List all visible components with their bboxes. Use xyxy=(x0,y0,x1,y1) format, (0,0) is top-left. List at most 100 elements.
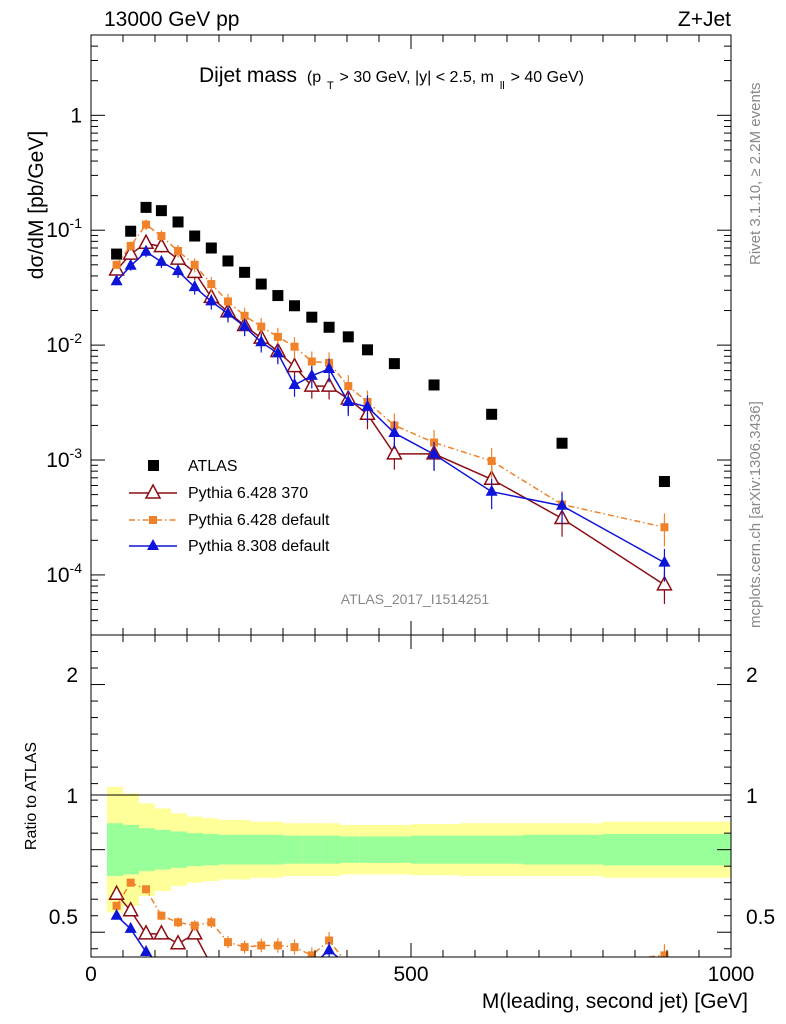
series-point-0 xyxy=(323,321,335,333)
ratio-line-1 xyxy=(116,893,208,957)
legend-entry-pythia6-default: Pythia 6.428 default xyxy=(129,512,330,529)
series-point-0 xyxy=(361,344,373,356)
series-line-2 xyxy=(115,223,665,528)
energy-label: 13000 GeV pp xyxy=(104,8,239,31)
ratio-band-inner xyxy=(107,823,123,877)
series-point-0 xyxy=(306,311,318,323)
series-point-3 xyxy=(388,425,401,437)
legend-marker-pythia6-default xyxy=(149,516,157,524)
series-point-3 xyxy=(428,447,441,459)
series-point-2 xyxy=(126,241,135,250)
series-point-2 xyxy=(207,280,216,289)
ratio-y-axis-label: Ratio to ATLAS xyxy=(23,742,40,850)
ratio-band-inner xyxy=(155,829,171,870)
series-point-0 xyxy=(140,201,152,213)
ratio-point-2 xyxy=(126,878,135,887)
ratio-y-tick-1-right: 1 xyxy=(746,785,758,808)
legend-label-pythia6-370: Pythia 6.428 370 xyxy=(188,485,308,502)
ratio-point-2 xyxy=(273,941,282,950)
chart-title: Dijet mass (p T > 30 GeV, |y| < 2.5, m l… xyxy=(199,64,584,94)
series-point-3 xyxy=(271,346,284,358)
legend-entry-atlas: ATLAS xyxy=(148,458,238,475)
series-point-0 xyxy=(388,358,400,370)
series-point-0 xyxy=(111,248,123,260)
series-point-3 xyxy=(361,399,374,411)
series-point-0 xyxy=(255,278,267,290)
ratio-band-inner xyxy=(411,835,459,864)
ratio-series-3 xyxy=(110,908,339,957)
ratio-uncertainty-band xyxy=(107,786,731,913)
ratio-point-3 xyxy=(140,945,153,957)
series-point-3 xyxy=(221,306,234,318)
series-point-2 xyxy=(344,382,353,391)
ratio-band-inner xyxy=(340,836,360,863)
ratio-y-tick-1: 1 xyxy=(66,785,78,808)
series-point-3 xyxy=(238,319,251,331)
ratio-y-tick-0.5-right: 0.5 xyxy=(746,906,775,929)
series-point-2 xyxy=(157,232,166,241)
ratio-point-3 xyxy=(110,908,123,920)
series-point-3 xyxy=(658,555,671,567)
series-point-0 xyxy=(239,266,251,278)
series-point-2 xyxy=(487,457,496,466)
ratio-point-1 xyxy=(169,934,187,950)
series-point-3 xyxy=(155,254,168,266)
main-y-tick-label: 10-1 xyxy=(46,215,82,242)
ratio-band-inner xyxy=(235,834,251,865)
x-tick-label-0: 0 xyxy=(85,963,97,986)
main-y-tick-label: 10-2 xyxy=(46,330,82,357)
ratio-band-inner xyxy=(321,835,341,864)
series-line-1 xyxy=(116,242,665,586)
legend-entry-pythia6-370: Pythia 6.428 370 xyxy=(129,483,308,502)
series-point-0 xyxy=(125,225,137,237)
ratio-point-1 xyxy=(153,924,170,940)
ratio-series-layer xyxy=(108,878,669,957)
ratio-point-2 xyxy=(660,951,669,957)
mcplots-label: mcplots.cern.ch [arXiv:1306.3436] xyxy=(747,401,764,628)
ratio-band-inner xyxy=(171,831,187,868)
series-point-3 xyxy=(188,280,201,292)
analysis-id: ATLAS_2017_I1514251 xyxy=(341,591,490,607)
ratio-band-inner xyxy=(203,833,219,866)
ratio-band-inner xyxy=(219,834,235,865)
ratio-band-inner xyxy=(459,835,523,864)
x-axis-label: M(leading, second jet) [GeV] xyxy=(482,990,748,1013)
series-point-3 xyxy=(172,264,185,276)
chart-title-cut-2: > 30 GeV, |y| < 2.5, m xyxy=(340,69,494,86)
ratio-band-inner xyxy=(251,834,267,865)
ratio-point-2 xyxy=(257,941,266,950)
series-point-1 xyxy=(386,444,403,460)
ratio-band-inner xyxy=(267,834,283,865)
chart-title-cut-sub-2: ll xyxy=(500,80,505,92)
series-point-2 xyxy=(273,332,282,341)
series-point-3 xyxy=(255,335,268,347)
main-plot-frame xyxy=(90,34,732,636)
ratio-series-1 xyxy=(108,884,208,957)
ratio-band-inner xyxy=(603,833,731,866)
series-point-0 xyxy=(189,230,201,242)
ratio-axis-ticks xyxy=(90,635,732,957)
series-point-0 xyxy=(272,290,284,302)
series-point-2 xyxy=(223,297,232,306)
series-point-3 xyxy=(342,394,355,406)
ratio-band-inner xyxy=(123,824,139,875)
series-point-0 xyxy=(205,242,217,254)
series-point-2 xyxy=(190,260,199,269)
main-y-tick-label: 10-4 xyxy=(46,560,82,587)
legend-entry-pythia8-default: Pythia 8.308 default xyxy=(129,538,330,555)
main-axis-ticks xyxy=(90,34,732,636)
ratio-point-1 xyxy=(186,924,203,940)
main-y-tick-labels: 1 10-1 10-2 10-3 10-4 xyxy=(46,104,82,587)
main-y-tick-label: 1 xyxy=(70,104,82,127)
ratio-y-tick-0.5: 0.5 xyxy=(49,906,78,929)
chart-title-main: Dijet mass xyxy=(199,64,297,87)
ratio-point-2 xyxy=(112,901,121,910)
ratio-y-tick-2-right: 2 xyxy=(746,664,758,687)
ratio-point-2 xyxy=(190,921,199,930)
ratio-point-3 xyxy=(124,921,137,933)
ratio-point-1 xyxy=(122,901,139,917)
chart-title-cut-sub-1: T xyxy=(327,80,334,92)
ratio-band-inner xyxy=(302,835,322,864)
legend-marker-pythia8-default xyxy=(147,539,159,550)
